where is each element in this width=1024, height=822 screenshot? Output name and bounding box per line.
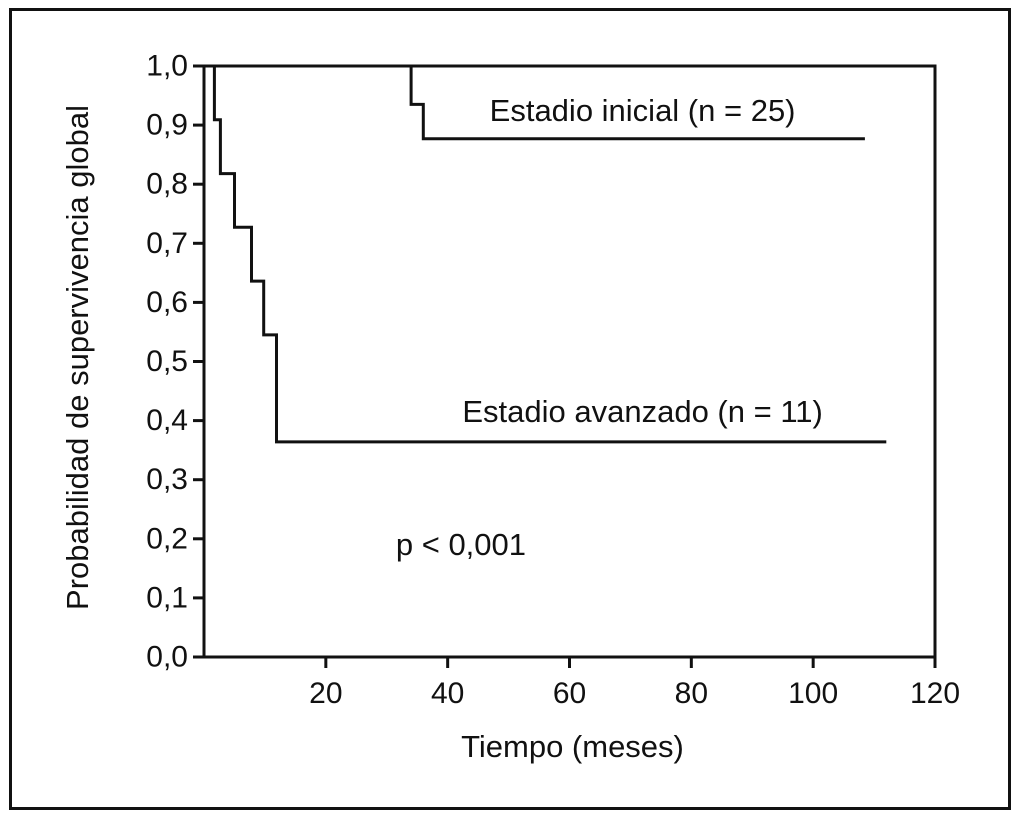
- x-tick-label: 120: [910, 677, 960, 710]
- x-tick-label: 40: [431, 677, 464, 710]
- y-axis-title: Probabilidad de supervivencia global: [60, 105, 95, 610]
- ticks-group: 0,0 0,1 0,2 0,3 0,4 0,5 0,6 0,7 0,8 0,9 1,0 20 40 60 8…: [146, 50, 960, 711]
- series-label-estadio-inicial: Estadio inicial (n = 25): [490, 93, 796, 128]
- series-label-estadio-avanzado: Estadio avanzado (n = 11): [462, 394, 822, 429]
- x-tick-label: 20: [309, 677, 342, 710]
- x-axis-title: Tiempo (meses): [461, 729, 684, 764]
- y-tick-label: 0,1: [146, 581, 188, 614]
- labels-group: Tiempo (meses) Probabilidad de superviven…: [60, 93, 823, 764]
- plot-area-border: [202, 64, 937, 659]
- figure-frame: [9, 8, 1011, 810]
- series-line-estadio-avanzado: [204, 64, 887, 444]
- y-tick-label: 0,5: [146, 345, 188, 378]
- y-tick-label: 0,3: [146, 463, 188, 496]
- y-tick-label: 0,7: [146, 227, 188, 260]
- y-tick-label: 0,0: [146, 641, 188, 674]
- x-tick-label: 100: [788, 677, 838, 710]
- series-group: [204, 64, 887, 444]
- y-tick-label: 0,9: [146, 109, 188, 142]
- y-tick-label: 0,8: [146, 168, 188, 201]
- p-value-annotation: p < 0,001: [396, 527, 526, 562]
- y-tick-label: 0,6: [146, 286, 188, 319]
- y-tick-label: 0,4: [146, 404, 188, 437]
- y-tick-label: 1,0: [146, 50, 188, 83]
- x-tick-label: 60: [553, 677, 586, 710]
- axes-group: [202, 64, 937, 659]
- series-line-estadio-inicial: [204, 64, 865, 141]
- x-tick-label: 80: [675, 677, 708, 710]
- y-tick-label: 0,2: [146, 522, 188, 555]
